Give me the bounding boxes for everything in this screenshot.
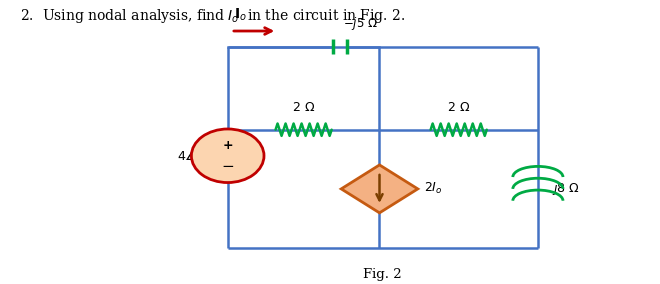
Text: −: − bbox=[221, 159, 234, 174]
Text: $2\ \Omega$: $2\ \Omega$ bbox=[447, 101, 471, 114]
Text: 2.  Using nodal analysis, find $I_o$  in the circuit in Fig. 2.: 2. Using nodal analysis, find $I_o$ in t… bbox=[20, 7, 405, 24]
Text: $\mathbf{I}_o$: $\mathbf{I}_o$ bbox=[234, 6, 247, 22]
Text: $2\ \Omega$: $2\ \Omega$ bbox=[292, 101, 315, 114]
Text: Fig. 2: Fig. 2 bbox=[364, 268, 402, 281]
Text: $2I_o$: $2I_o$ bbox=[424, 181, 443, 197]
Text: $-j5\ \Omega$: $-j5\ \Omega$ bbox=[343, 15, 378, 32]
Text: $4\angle 0°\ \mathrm{V}$: $4\angle 0°\ \mathrm{V}$ bbox=[176, 149, 224, 163]
Polygon shape bbox=[341, 165, 418, 213]
Ellipse shape bbox=[191, 129, 264, 183]
Text: +: + bbox=[222, 139, 233, 152]
Text: $j8\ \Omega$: $j8\ \Omega$ bbox=[552, 180, 580, 197]
